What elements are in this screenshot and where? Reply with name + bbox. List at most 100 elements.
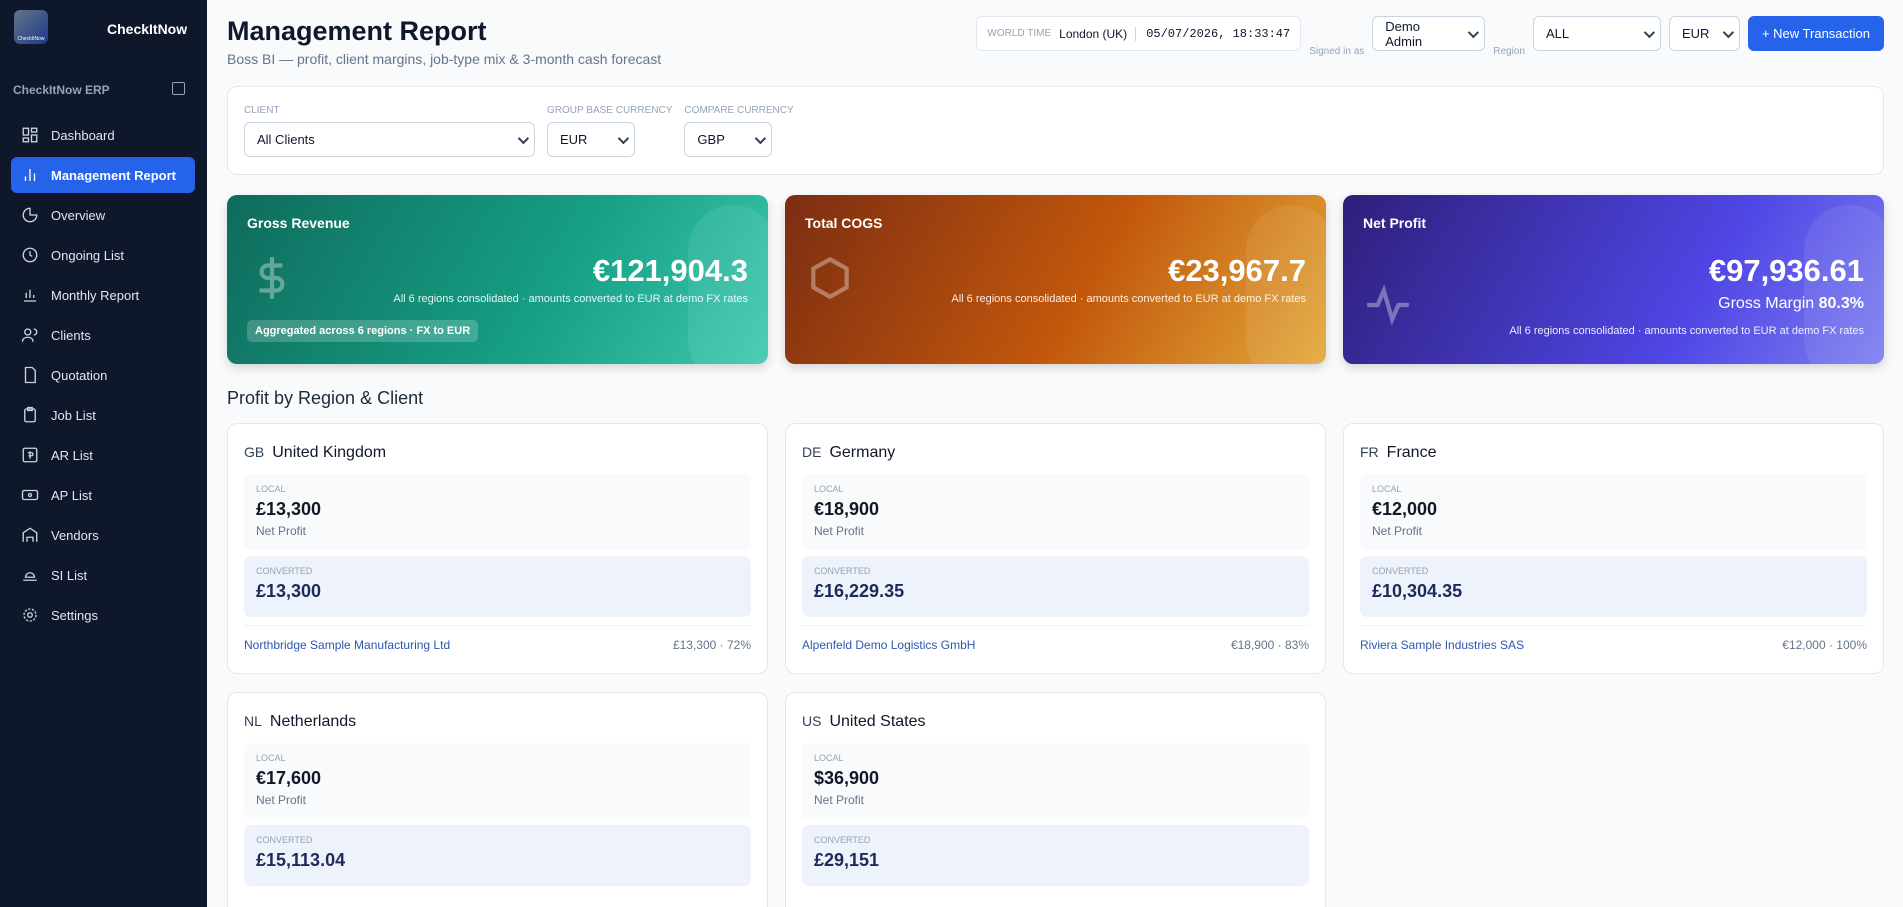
client-link[interactable]: Riviera Sample Industries SAS xyxy=(1360,638,1525,652)
icon xyxy=(23,572,37,581)
client-stats: £13,300 · 72% xyxy=(672,638,751,652)
region-name: United States xyxy=(829,713,926,730)
converted-box: CONVERTED £13,300 xyxy=(244,556,751,617)
filter-value: GBP xyxy=(697,132,725,147)
kpi-margin: Gross Margin 80.3% xyxy=(1718,295,1864,313)
header: Management Report Boss BI — profit, clie… xyxy=(227,0,1884,86)
nav-item[interactable]: AR List xyxy=(11,437,195,473)
icon xyxy=(259,257,285,299)
local-amount: $36,900 xyxy=(814,768,880,788)
client-link[interactable]: Northbridge Sample Manufacturing Ltd xyxy=(244,638,451,652)
decor xyxy=(1246,205,1326,364)
converted-amount: £16,229.35 xyxy=(814,581,905,601)
nav-label: Dashboard xyxy=(51,127,115,143)
icon xyxy=(24,169,36,181)
section-title: Profit by Region & Client xyxy=(227,388,424,408)
new-transaction-button[interactable]: + New Transaction xyxy=(1747,16,1884,51)
kpi-card: Gross Revenue €121,904.3 All 6 regions con… xyxy=(227,195,768,364)
filter-select[interactable]: All Clients xyxy=(244,122,535,157)
nav-item[interactable]: Job List xyxy=(11,397,195,433)
world-time-value: 05/07/2026, 18:33:47 xyxy=(1135,26,1290,41)
nav-item[interactable]: Dashboard xyxy=(11,117,195,153)
filters: CLIENT All Clients GROUP BASE CURRENCY EUR C… xyxy=(227,86,1884,175)
nav-item[interactable]: Overview xyxy=(11,197,195,233)
converted-amount: £15,113.04 xyxy=(256,850,346,870)
kpi-note: All 6 regions consolidated · amounts con… xyxy=(1509,325,1864,337)
local-box: LOCAL £13,300 Net Profit xyxy=(244,474,751,550)
nav-item[interactable]: SI List xyxy=(11,557,195,593)
collapse-button[interactable] xyxy=(172,82,185,95)
converted-box: CONVERTED £16,229.35 xyxy=(802,556,1309,617)
client-row: Alpenfeld Demo Logistics GmbH €18,900 · 8… xyxy=(802,625,1309,652)
icon xyxy=(22,127,38,143)
local-label: LOCAL xyxy=(814,484,844,494)
currency-select[interactable]: EUR xyxy=(1668,16,1740,51)
local-caption: Net Profit xyxy=(814,524,865,538)
region-name: Netherlands xyxy=(269,713,357,730)
local-caption: Net Profit xyxy=(256,793,307,807)
region-header: FR France xyxy=(1360,444,1867,462)
logo: CheckItNow xyxy=(14,10,48,44)
kpi-badge: Aggregated across 6 regions · FX to EUR xyxy=(247,320,479,342)
kpi-value: €121,904.3 xyxy=(592,253,748,288)
nav-label: Vendors xyxy=(51,527,99,543)
nav-item[interactable]: Settings xyxy=(11,597,195,633)
converted-amount: £29,151 xyxy=(814,850,880,870)
world-time-zone: London (UK) xyxy=(1059,26,1128,41)
converted-label: CONVERTED xyxy=(1372,566,1429,576)
region-header: NL Netherlands xyxy=(244,713,751,731)
currency: EUR xyxy=(1681,26,1710,41)
converted-amount: £13,300 xyxy=(256,581,322,601)
title-block: Management Report Boss BI — profit, clie… xyxy=(227,16,661,86)
nav-label: Settings xyxy=(51,607,98,623)
filter-label: CLIENT xyxy=(244,105,280,116)
nav-item[interactable]: Ongoing List xyxy=(11,237,195,273)
icon xyxy=(1367,284,1409,326)
region-card: US United States LOCAL $36,900 Net Profit CON… xyxy=(785,692,1326,907)
icon xyxy=(22,247,38,263)
region-select[interactable]: ALL xyxy=(1532,16,1661,51)
nav-item[interactable]: Vendors xyxy=(11,517,195,553)
region-header: US United States xyxy=(802,713,1309,731)
kpi-margin-value: 80.3% xyxy=(1818,295,1864,312)
filter-value: EUR xyxy=(560,132,588,147)
converted-label: CONVERTED xyxy=(256,566,313,576)
local-label: LOCAL xyxy=(256,484,286,494)
filter-select[interactable]: GBP xyxy=(684,122,773,157)
nav-item[interactable]: Monthly Report xyxy=(11,277,195,313)
user-select[interactable]: Demo Admin xyxy=(1372,16,1486,51)
nav-label: Clients xyxy=(51,327,91,343)
sidebar-section: CheckItNow ERP xyxy=(13,83,110,97)
nav-item[interactable]: Clients xyxy=(11,317,195,353)
icon xyxy=(24,406,36,423)
filter: GROUP BASE CURRENCY EUR xyxy=(547,105,672,157)
nav-item[interactable]: Quotation xyxy=(11,357,195,393)
filter-select[interactable]: EUR xyxy=(547,122,635,157)
client-link[interactable]: Alpenfeld Demo Logistics GmbH xyxy=(802,638,976,652)
signed-in-label: Signed in as xyxy=(1309,45,1365,57)
sidebar: CheckItNow CheckItNow CheckItNow ERP Das… xyxy=(0,0,207,907)
local-caption: Net Profit xyxy=(256,524,307,538)
nav-label: SI List xyxy=(51,567,88,583)
region-header: DE Germany xyxy=(802,444,1309,462)
kpi-card: Net Profit €97,936.61 Gross Margin 80.3% Al… xyxy=(1343,195,1884,364)
local-label: LOCAL xyxy=(256,753,286,763)
icon xyxy=(22,207,38,223)
filter-value: All Clients xyxy=(257,132,315,147)
nav-item[interactable]: AP List xyxy=(11,477,195,513)
region-header: GB United Kingdom xyxy=(244,444,751,462)
region-name: United Kingdom xyxy=(272,444,387,461)
header-controls: WORLD TIME London (UK) 05/07/2026, 18:33… xyxy=(976,16,1884,86)
converted-box: CONVERTED £10,304.35 xyxy=(1360,556,1867,617)
region-grid: GB United Kingdom LOCAL £13,300 Net Profit CO… xyxy=(227,423,1884,907)
filter: COMPARE CURRENCY GBP xyxy=(684,105,794,157)
kpi-value: €97,936.61 xyxy=(1708,253,1864,288)
kpi-title: Net Profit xyxy=(1363,215,1426,231)
nav: Dashboard Management Report Overview Ongoin… xyxy=(11,117,195,637)
local-box: LOCAL $36,900 Net Profit xyxy=(802,743,1309,819)
kpi-value: €23,967.7 xyxy=(1168,253,1306,288)
nav-item[interactable]: Management Report xyxy=(11,157,195,193)
region-name: France xyxy=(1386,444,1437,461)
